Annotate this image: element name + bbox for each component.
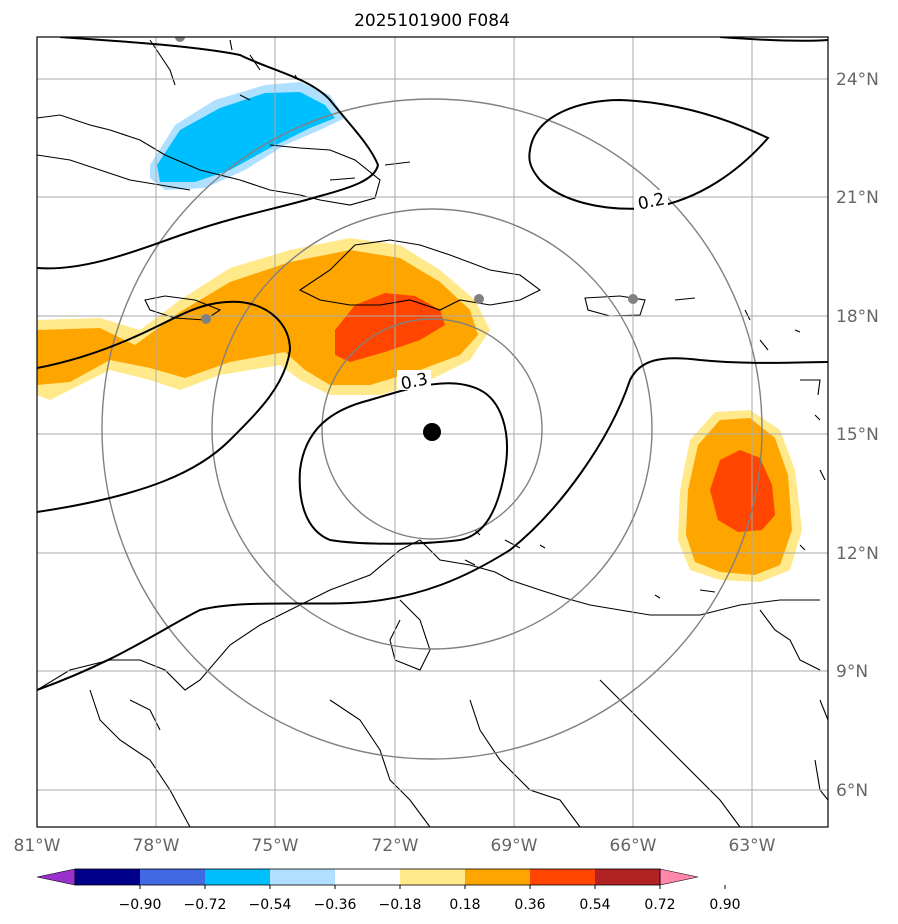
lon-label: 66°W [610,836,657,856]
lat-label: 9°N [836,662,868,682]
lon-label: 75°W [252,836,299,856]
colorbar-bin [465,869,530,885]
lat-label: 18°N [836,307,879,327]
range-rings [101,98,763,760]
colorbar-tick-label: −0.54 [249,897,292,913]
map-frame [36,36,829,828]
colorbar-frame [74,868,661,886]
map-area [37,37,828,827]
colorbar-bin [400,869,465,885]
lon-label: 81°W [14,836,61,856]
colorbar [36,868,726,889]
colorbar-tick-label: 0.54 [579,897,610,913]
station-dots [175,37,638,324]
colorbar-bin [75,869,140,885]
contours [37,37,828,691]
colorbar-tick-label: 0.18 [449,897,480,913]
contour-label-0-3: 0.3 [399,369,430,394]
colorbar-bin [530,869,595,885]
coastlines [37,39,828,827]
colorbar-bin [335,869,400,885]
map-title: 2025101900 F084 [354,11,510,31]
lat-label: 12°N [836,544,879,564]
contour-label-bg [634,190,668,210]
storm-center-marker [423,423,441,441]
longitude-labels: 81°W 78°W 75°W 72°W 69°W 66°W 63°W [14,836,776,856]
lon-label: 63°W [729,836,776,856]
lon-label: 78°W [133,836,180,856]
lon-label: 69°W [491,836,538,856]
colorbar-tick-label: −0.72 [184,897,227,913]
contour-label-bg [397,370,431,390]
colorbar-extend-max [659,868,699,886]
colorbar-bin [595,869,660,885]
colorbar-tick-labels: −0.90 −0.72 −0.54 −0.36 −0.18 0.18 0.36 … [119,897,741,913]
lat-label: 21°N [836,188,879,208]
colorbar-tick-label: −0.90 [119,897,162,913]
colorbar-tick-label: −0.18 [379,897,422,913]
colorbar-tick-label: 0.90 [709,897,740,913]
lat-label: 6°N [836,781,868,801]
lat-label: 15°N [836,425,879,445]
contour-label-0-2: 0.2 [636,189,667,214]
colorbar-tick-label: 0.72 [644,897,675,913]
colorbar-tick-label: −0.36 [314,897,357,913]
colorbar-bin [205,869,270,885]
lat-label: 24°N [836,70,879,90]
colorbar-extend-min [36,868,76,886]
lon-label: 72°W [372,836,419,856]
colorbar-bin [270,869,335,885]
colorbar-tick-label: 0.36 [514,897,545,913]
latitude-labels: 24°N 21°N 18°N 15°N 12°N 9°N 6°N [836,70,879,801]
shade-negative [157,92,335,182]
colorbar-bin [140,869,205,885]
